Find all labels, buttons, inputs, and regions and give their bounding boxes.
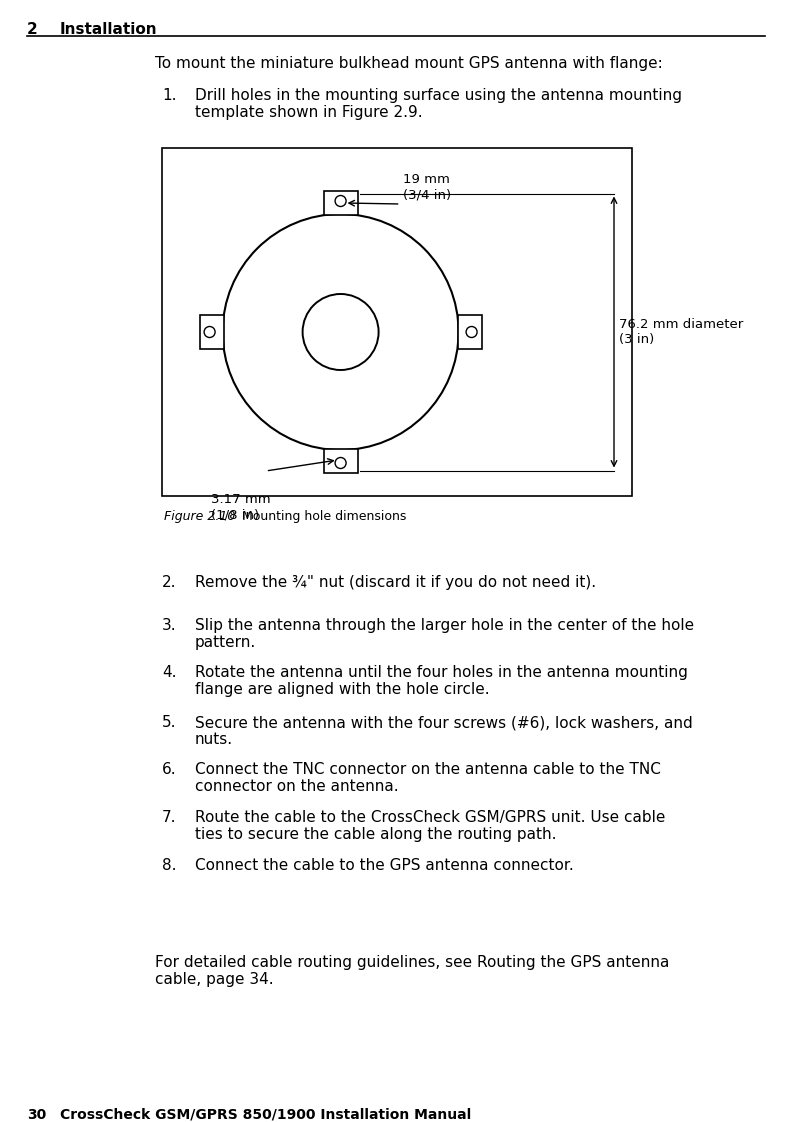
Text: Secure the antenna with the four screws (#6), lock washers, and
nuts.: Secure the antenna with the four screws … [195,715,693,747]
Text: 30: 30 [27,1109,46,1122]
Text: Rotate the antenna until the four holes in the antenna mounting
flange are align: Rotate the antenna until the four holes … [195,665,688,698]
Text: 7.: 7. [162,810,177,825]
Text: 19 mm
(3/4 in): 19 mm (3/4 in) [402,173,451,201]
Text: 5.: 5. [162,715,177,730]
Text: Remove the ¾" nut (discard it if you do not need it).: Remove the ¾" nut (discard it if you do … [195,574,596,590]
Text: 4.: 4. [162,665,177,680]
Bar [200,315,223,349]
Text: 6.: 6. [162,762,177,778]
Text: Slip the antenna through the larger hole in the center of the hole
pattern.: Slip the antenna through the larger hole… [195,618,694,651]
Text: Figure 2.10: Figure 2.10 [164,511,235,523]
Circle shape [335,458,346,469]
Text: Route the cable to the CrossCheck GSM/GPRS unit. Use cable
ties to secure the ca: Route the cable to the CrossCheck GSM/GP… [195,810,665,843]
Bar [324,191,358,215]
Text: Connect the cable to the GPS antenna connector.: Connect the cable to the GPS antenna con… [195,858,573,873]
Text: Connect the TNC connector on the antenna cable to the TNC
connector on the anten: Connect the TNC connector on the antenna… [195,762,661,794]
Bar [458,315,482,349]
Text: 3.: 3. [162,618,177,633]
Text: Mounting hole dimensions: Mounting hole dimensions [226,511,406,523]
Bar [324,449,358,473]
Text: 1.: 1. [162,88,177,103]
Circle shape [335,195,346,206]
Circle shape [223,214,459,450]
Circle shape [204,327,215,338]
Text: 76.2 mm diameter
(3 in): 76.2 mm diameter (3 in) [619,318,743,346]
Bar [162,148,632,496]
Text: 2.: 2. [162,574,177,590]
Text: For detailed cable routing guidelines, see Routing the GPS antenna
cable, page 3: For detailed cable routing guidelines, s… [155,955,669,987]
Text: Installation: Installation [60,22,158,37]
Text: To mount the miniature bulkhead mount GPS antenna with flange:: To mount the miniature bulkhead mount GP… [155,56,663,71]
Circle shape [303,294,379,370]
Text: Drill holes in the mounting surface using the antenna mounting
template shown in: Drill holes in the mounting surface usin… [195,88,682,120]
Text: 8.: 8. [162,858,177,873]
Text: CrossCheck GSM/GPRS 850/1900 Installation Manual: CrossCheck GSM/GPRS 850/1900 Installatio… [60,1109,471,1122]
Circle shape [466,327,477,338]
Text: 3.17 mm
(1/8 in): 3.17 mm (1/8 in) [211,493,270,521]
Text: 2: 2 [27,22,38,37]
